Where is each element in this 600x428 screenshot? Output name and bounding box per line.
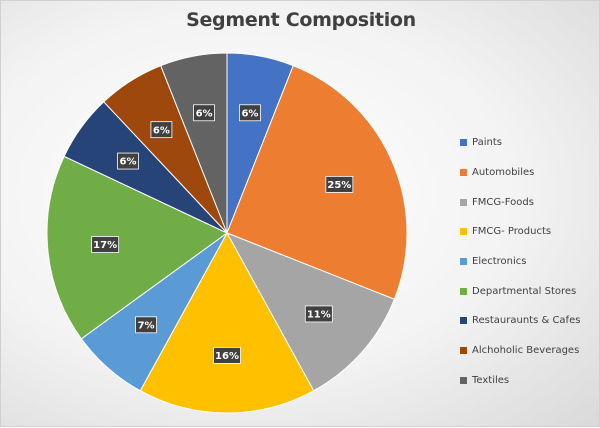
legend-label: FMCG- Products	[472, 226, 552, 238]
data-label-alchoholic-beverages: 6%	[150, 121, 173, 139]
data-label-electronics: 7%	[135, 316, 157, 334]
legend-label: Paints	[472, 137, 502, 149]
legend-label: Alchoholic Beverages	[472, 345, 580, 357]
legend-label: Electronics	[472, 256, 527, 268]
pie-data-labels: 6% 25% 11% 16% 7% 17% 6% 6% 6%	[91, 104, 354, 364]
legend-item-fmcg-foods: FMCG-Foods	[460, 187, 580, 217]
legend-item-automobiles: Automobiles	[460, 158, 580, 188]
data-label-restauraunts-cafes: 6%	[117, 152, 139, 170]
legend-item-fmcg-products: FMCG- Products	[460, 217, 580, 247]
data-label-textiles: 6%	[193, 104, 215, 122]
legend-item-departmental-stores: Departmental Stores	[460, 276, 580, 306]
pie-slice-departmental-stores	[46, 155, 228, 340]
svg-text:7%: 7%	[138, 320, 155, 331]
pie-slice-textiles	[160, 52, 228, 234]
svg-text:25%: 25%	[327, 180, 351, 191]
legend-item-restauraunts-cafes: Restauraunts & Cafes	[460, 306, 580, 336]
legend-label: FMCG-Foods	[472, 196, 534, 208]
legend-label: Restauraunts & Cafes	[472, 315, 581, 327]
legend-swatch	[460, 228, 467, 236]
data-label-fmcg-products: 16%	[213, 346, 241, 364]
svg-text:6%: 6%	[119, 157, 136, 168]
legend-swatch	[460, 347, 467, 355]
svg-text:6%: 6%	[153, 125, 170, 136]
legend-swatch	[460, 287, 467, 295]
data-label-paints: 6%	[239, 104, 261, 122]
svg-text:11%: 11%	[307, 310, 331, 321]
pie-slice-automobiles	[226, 64, 408, 300]
legend-label: Automobiles	[472, 167, 535, 179]
legend-item-paints: Paints	[460, 128, 580, 158]
data-label-departmental-stores: 17%	[91, 236, 120, 253]
legend-swatch	[460, 317, 467, 325]
data-label-automobiles: 25%	[325, 175, 354, 193]
legend-swatch	[460, 139, 467, 147]
svg-text:6%: 6%	[196, 108, 213, 119]
legend-label: Departmental Stores	[472, 285, 577, 297]
legend: Paints Automobiles FMCG-Foods FMCG- Product…	[460, 128, 580, 395]
svg-text:6%: 6%	[241, 108, 258, 119]
legend-item-electronics: Electronics	[460, 247, 580, 277]
legend-label: Textiles	[472, 374, 510, 386]
svg-text:16%: 16%	[215, 351, 239, 362]
legend-swatch	[460, 258, 467, 266]
legend-swatch	[460, 198, 467, 206]
legend-swatch	[460, 169, 467, 177]
data-label-fmcg-foods: 11%	[304, 305, 333, 323]
chart-title: Segment Composition	[186, 9, 416, 31]
svg-text:17%: 17%	[93, 240, 117, 251]
legend-item-textiles: Textiles	[460, 366, 580, 396]
legend-swatch	[460, 376, 467, 384]
pie-slice-fmcg-products	[139, 231, 315, 414]
legend-item-alchoholic-beverages: Alchoholic Beverages	[460, 336, 580, 366]
pie-slices	[46, 52, 408, 414]
